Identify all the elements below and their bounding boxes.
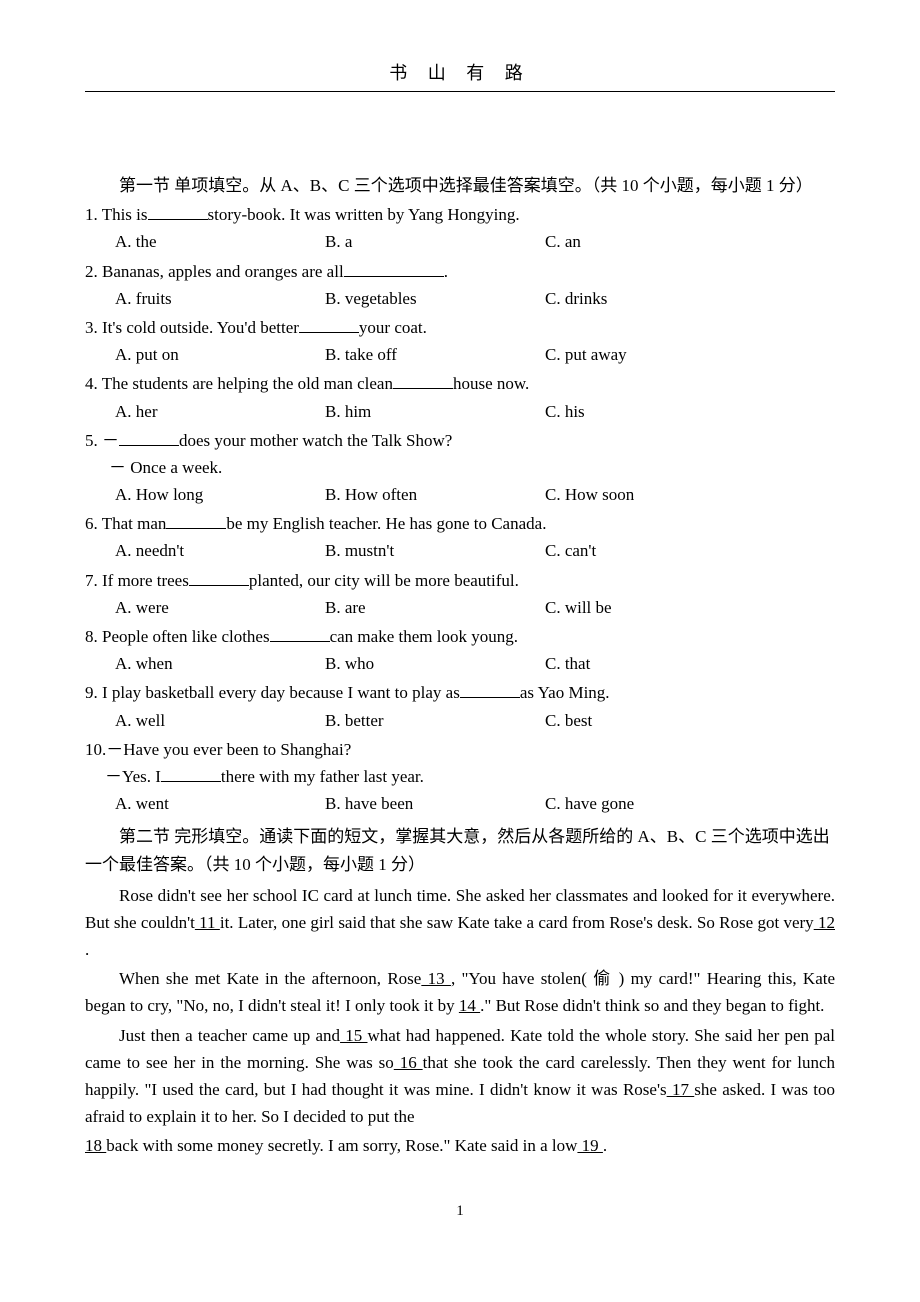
- option-a: A. the: [115, 228, 325, 255]
- option-c: C. have gone: [545, 790, 634, 817]
- option-b: B. a: [325, 228, 545, 255]
- blank-18: 18: [85, 1136, 106, 1155]
- passage-p4: 18 back with some money secretly. I am s…: [85, 1132, 835, 1159]
- question-line: 9. I play basketball every day because I…: [85, 679, 835, 706]
- question-line: 8. People often like clothescan make the…: [85, 623, 835, 650]
- question-1: 1. This isstory-book. It was written by …: [85, 201, 835, 255]
- question-8: 8. People often like clothescan make the…: [85, 623, 835, 677]
- option-a: A. were: [115, 594, 325, 621]
- option-c: C. an: [545, 228, 581, 255]
- p1c: .: [85, 940, 89, 959]
- p1b: it. Later, one girl said that she saw Ka…: [220, 913, 814, 932]
- section2-title: 第二节 完形填空。通读下面的短文，掌握其大意，然后从各题所给的 A、B、C 三个…: [85, 823, 835, 877]
- question-line2: －Yes. Ithere with my father last year.: [105, 763, 835, 790]
- question-7: 7. If more treesplanted, our city will b…: [85, 567, 835, 621]
- passage-p2: When she met Kate in the afternoon, Rose…: [85, 965, 835, 1019]
- options: A. wellB. betterC. best: [115, 707, 835, 734]
- option-b: B. take off: [325, 341, 545, 368]
- option-a: A. put on: [115, 341, 325, 368]
- question-4: 4. The students are helping the old man …: [85, 370, 835, 424]
- question-line: 3. It's cold outside. You'd betteryour c…: [85, 314, 835, 341]
- passage-p1: Rose didn't see her school IC card at lu…: [85, 882, 835, 964]
- option-b: B. who: [325, 650, 545, 677]
- header-divider: [85, 91, 835, 92]
- section1-title: 第一节 单项填空。从 A、B、C 三个选项中选择最佳答案填空。（共 10 个小题…: [85, 172, 835, 199]
- fill-blank: [393, 372, 453, 389]
- blank-14: 14: [459, 996, 480, 1015]
- fill-blank: [460, 681, 520, 698]
- question-9: 9. I play basketball every day because I…: [85, 679, 835, 733]
- p2a: When she met Kate in the afternoon, Rose: [119, 969, 421, 988]
- option-a: A. well: [115, 707, 325, 734]
- options: A. whenB. whoC. that: [115, 650, 835, 677]
- option-c: C. can't: [545, 537, 596, 564]
- option-b: B. are: [325, 594, 545, 621]
- question-line: 10.－Have you ever been to Shanghai?: [85, 736, 835, 763]
- option-c: C. best: [545, 707, 592, 734]
- question-line: 5. －does your mother watch the Talk Show…: [85, 427, 835, 454]
- fill-blank: [148, 203, 208, 220]
- options: A. fruitsB. vegetablesC. drinks: [115, 285, 835, 312]
- question-5: 5. －does your mother watch the Talk Show…: [85, 427, 835, 509]
- option-c: C. How soon: [545, 481, 634, 508]
- option-b: B. mustn't: [325, 537, 545, 564]
- options: A. wentB. have beenC. have gone: [115, 790, 835, 817]
- blank-15: 15: [340, 1026, 367, 1045]
- fill-blank: [189, 569, 249, 586]
- option-b: B. better: [325, 707, 545, 734]
- fill-blank: [270, 625, 330, 642]
- passage-p3: Just then a teacher came up and 15 what …: [85, 1022, 835, 1131]
- page-header: 书 山 有 路: [85, 60, 835, 87]
- fill-blank: [166, 512, 226, 529]
- blank-19: 19: [577, 1136, 603, 1155]
- option-a: A. needn't: [115, 537, 325, 564]
- option-c: C. that: [545, 650, 590, 677]
- option-c: C. drinks: [545, 285, 607, 312]
- blank-17: 17: [667, 1080, 695, 1099]
- blank-12: 12: [814, 913, 835, 932]
- blank-13: 13: [421, 969, 451, 988]
- fill-blank: [299, 316, 359, 333]
- question-2: 2. Bananas, apples and oranges are all.A…: [85, 258, 835, 312]
- option-c: C. will be: [545, 594, 612, 621]
- question-6: 6. That manbe my English teacher. He has…: [85, 510, 835, 564]
- question-line: 4. The students are helping the old man …: [85, 370, 835, 397]
- fill-blank: [344, 260, 444, 277]
- question-line2: － Once a week.: [109, 454, 835, 481]
- fill-blank: [161, 765, 221, 782]
- question-line: 1. This isstory-book. It was written by …: [85, 201, 835, 228]
- options: A. wereB. areC. will be: [115, 594, 835, 621]
- option-b: B. him: [325, 398, 545, 425]
- p4a: back with some money secretly. I am sorr…: [106, 1136, 577, 1155]
- options: A. put onB. take offC. put away: [115, 341, 835, 368]
- options: A. needn'tB. mustn'tC. can't: [115, 537, 835, 564]
- p2c: ." But Rose didn't think so and they beg…: [480, 996, 824, 1015]
- question-10: 10.－Have you ever been to Shanghai?－Yes.…: [85, 736, 835, 818]
- option-a: A. went: [115, 790, 325, 817]
- question-line: 7. If more treesplanted, our city will b…: [85, 567, 835, 594]
- question-3: 3. It's cold outside. You'd betteryour c…: [85, 314, 835, 368]
- options: A. theB. aC. an: [115, 228, 835, 255]
- fill-blank: [119, 429, 179, 446]
- p3a: Just then a teacher came up and: [119, 1026, 340, 1045]
- option-b: B. have been: [325, 790, 545, 817]
- option-b: B. How often: [325, 481, 545, 508]
- option-c: C. his: [545, 398, 585, 425]
- blank-16: 16: [394, 1053, 423, 1072]
- option-a: A. her: [115, 398, 325, 425]
- option-a: A. How long: [115, 481, 325, 508]
- question-line: 6. That manbe my English teacher. He has…: [85, 510, 835, 537]
- p4b: .: [603, 1136, 607, 1155]
- option-a: A. when: [115, 650, 325, 677]
- passage: Rose didn't see her school IC card at lu…: [85, 882, 835, 1160]
- options: A. herB. himC. his: [115, 398, 835, 425]
- option-c: C. put away: [545, 341, 627, 368]
- question-line: 2. Bananas, apples and oranges are all.: [85, 258, 835, 285]
- blank-11: 11: [195, 913, 220, 932]
- page-number: 1: [85, 1200, 835, 1223]
- option-b: B. vegetables: [325, 285, 545, 312]
- option-a: A. fruits: [115, 285, 325, 312]
- options: A. How longB. How oftenC. How soon: [115, 481, 835, 508]
